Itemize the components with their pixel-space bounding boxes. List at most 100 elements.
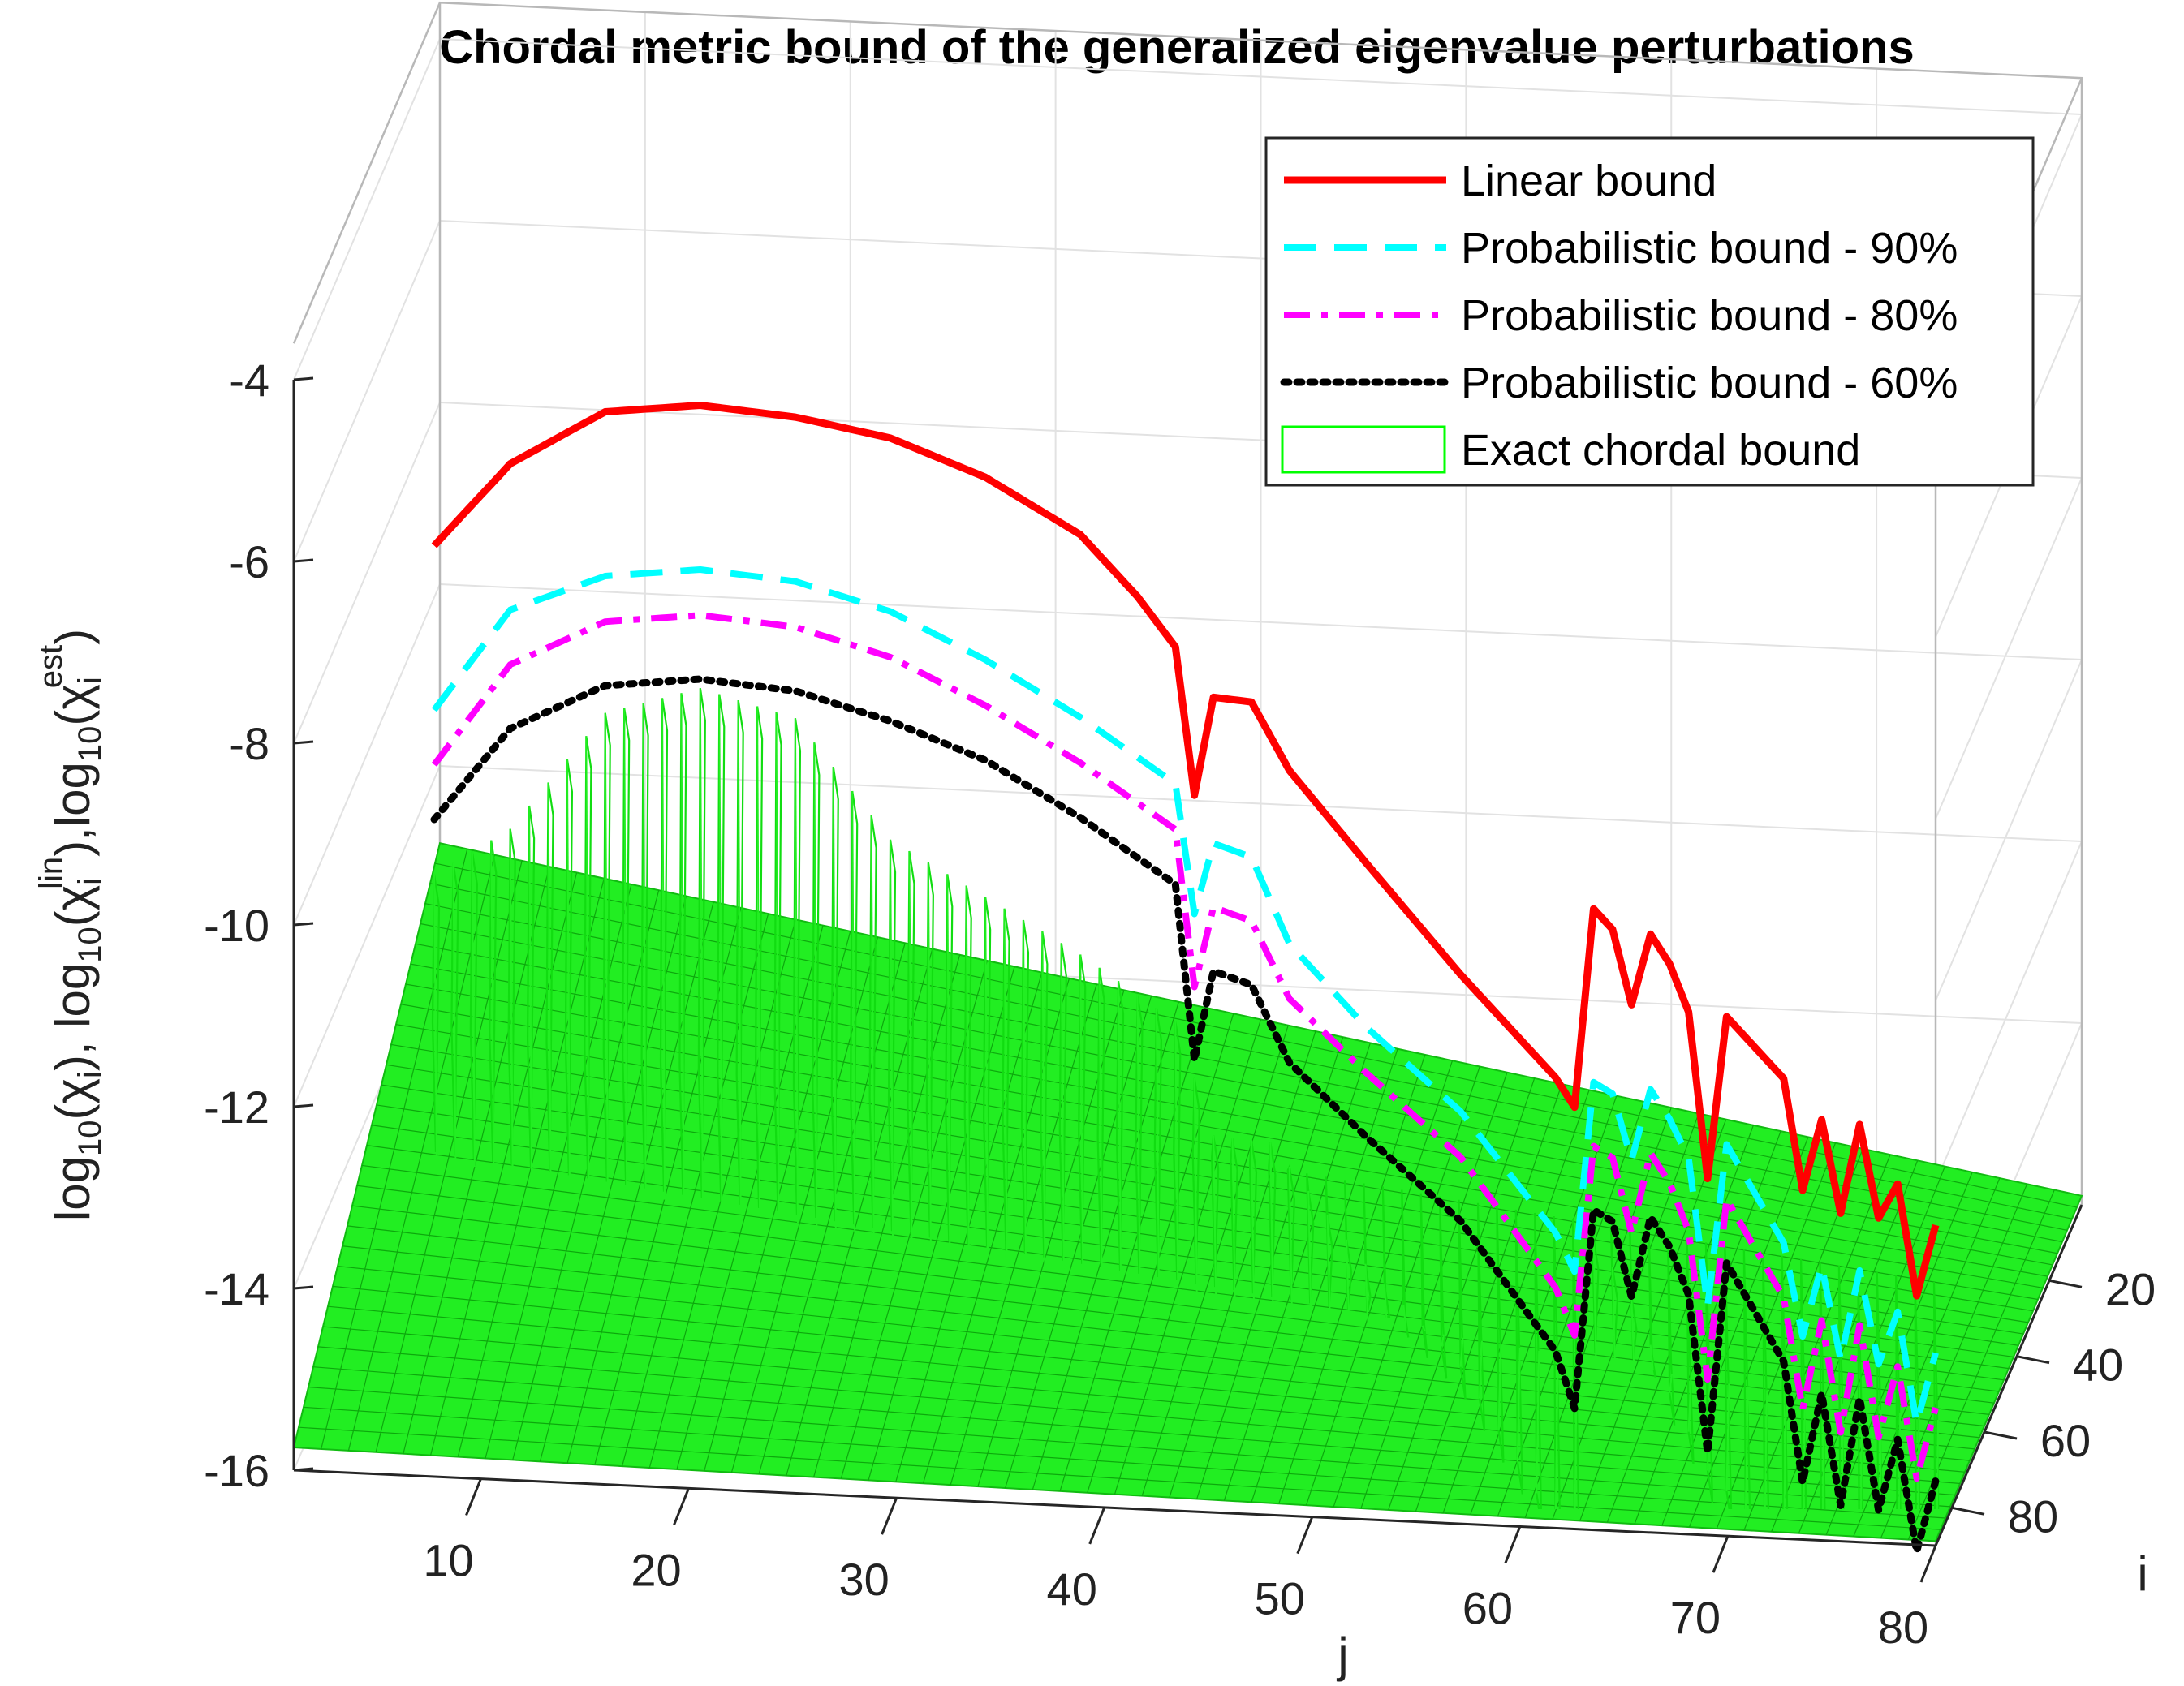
chordal-spike-stem bbox=[1364, 1263, 1369, 1322]
chordal-spike bbox=[1439, 1196, 1448, 1379]
y-axis-label: i bbox=[2137, 1546, 2147, 1601]
x-tick-mark bbox=[465, 1478, 482, 1516]
box-back-edge bbox=[438, 1, 2083, 1205]
chordal-spike-stem bbox=[585, 736, 590, 1187]
chordal-spike-stem bbox=[1783, 1393, 1787, 1509]
chordal-spike-stem bbox=[1098, 967, 1103, 1275]
grid-line bbox=[439, 38, 2083, 115]
chordal-spike-stem bbox=[1307, 1190, 1312, 1312]
chordal-spike-stem bbox=[1821, 1400, 1825, 1509]
x-tick-label: 30 bbox=[838, 1554, 889, 1605]
chordal-spike-stem bbox=[433, 874, 437, 1161]
grid-line bbox=[439, 765, 2083, 842]
surface-mesh-line bbox=[327, 1305, 1971, 1461]
z-tick-label: -16 bbox=[204, 1445, 269, 1496]
chordal-spike-stem bbox=[1421, 1325, 1426, 1332]
chordal-spike-stem bbox=[890, 839, 894, 1240]
chordal-spike bbox=[1819, 1262, 1826, 1509]
surface-mesh-line bbox=[381, 1084, 2024, 1335]
chordal-spike-stem bbox=[1288, 1166, 1293, 1309]
y-axis-line bbox=[1934, 1204, 2083, 1546]
legend-label: Exact chordal bound bbox=[1461, 426, 1860, 475]
chordal-spike-stem bbox=[1269, 1142, 1274, 1305]
y-tick-label: 40 bbox=[2073, 1340, 2123, 1391]
chordal-spike-stem bbox=[661, 698, 666, 1200]
chordal-spike-stem bbox=[1041, 931, 1046, 1266]
legend: Linear bound Probabilistic bound - 90% Pro… bbox=[1264, 136, 2035, 487]
surface-mesh-line bbox=[303, 1406, 1946, 1519]
chordal-spike bbox=[1837, 1265, 1845, 1509]
chordal-spike-stem bbox=[1516, 1347, 1521, 1462]
chordal-spike-stem bbox=[1860, 1406, 1863, 1509]
chordal-spike-stem bbox=[1841, 1403, 1844, 1509]
chordal-spike-stem bbox=[1764, 1390, 1768, 1509]
chordal-spike-stem bbox=[566, 759, 571, 1184]
z-tick-mark bbox=[293, 740, 314, 745]
chordal-spike bbox=[1724, 1245, 1733, 1509]
chordal-spike-stem bbox=[642, 703, 647, 1197]
chordal-spike-stem bbox=[927, 862, 932, 1246]
chordal-spike bbox=[1534, 1212, 1542, 1509]
chordal-spike bbox=[1857, 1268, 1864, 1509]
chordal-spike-stem bbox=[1326, 1215, 1331, 1315]
chordal-spike-stem bbox=[1611, 1267, 1616, 1365]
surface-mesh-line bbox=[312, 1366, 1956, 1496]
grid-line bbox=[1935, 477, 2083, 819]
box-edge bbox=[292, 2, 442, 344]
chordal-spike-stem bbox=[604, 712, 609, 1190]
chordal-spike-stem bbox=[1687, 1377, 1692, 1432]
chordal-spike bbox=[1742, 1249, 1751, 1509]
y-axis-ticks: 20 40 60 80 bbox=[1951, 1263, 2156, 1542]
grid-line bbox=[293, 220, 441, 562]
chordal-spike-stem bbox=[832, 767, 837, 1230]
chordal-spike bbox=[1496, 1206, 1505, 1463]
surface-mesh-line bbox=[366, 1145, 2010, 1370]
chordal-spike-stem bbox=[1744, 1387, 1749, 1509]
chordal-spike-stem bbox=[1669, 1374, 1674, 1393]
chordal-spike bbox=[1667, 1236, 1676, 1426]
grid-line bbox=[293, 765, 441, 1108]
chordal-spike-stem bbox=[509, 828, 514, 1174]
chordal-spike-stem bbox=[870, 815, 875, 1237]
chordal-spike-stem bbox=[1478, 1340, 1483, 1399]
grid-line bbox=[1935, 841, 2083, 1183]
chordal-spike-stem bbox=[1554, 1353, 1559, 1509]
chordal-spike-stem bbox=[547, 782, 552, 1181]
series-line-probabilistic-bound-60- bbox=[430, 675, 1940, 1555]
chordal-spike-stem bbox=[813, 742, 818, 1227]
chordal-spike-stem bbox=[737, 700, 742, 1213]
y-tick-label: 20 bbox=[2105, 1263, 2156, 1314]
chordal-spike bbox=[1419, 1193, 1428, 1359]
chordal-spike-stem bbox=[1155, 1008, 1160, 1285]
grid-line bbox=[293, 402, 441, 744]
chordal-spike-stem bbox=[1402, 1305, 1407, 1328]
chordal-spike-stem bbox=[1003, 908, 1008, 1259]
chordal-spike-stem bbox=[1060, 943, 1065, 1269]
y-tick-mark bbox=[1984, 1430, 2018, 1440]
legend-label: Linear bound bbox=[1461, 157, 1717, 205]
chordal-spike-stem bbox=[1725, 1383, 1730, 1491]
series-line-probabilistic-bound-90- bbox=[431, 566, 1939, 1427]
chordal-spike-stem bbox=[1079, 954, 1084, 1272]
y-tick-mark bbox=[2016, 1355, 2050, 1365]
legend-label: Probabilistic bound - 60% bbox=[1461, 359, 1958, 407]
chordal-spike bbox=[1762, 1252, 1770, 1509]
z-tick-label: -6 bbox=[229, 536, 269, 587]
z-tick-label: -12 bbox=[204, 1082, 269, 1133]
chordal-spike-stem bbox=[1592, 1237, 1597, 1361]
z-tick-label: -4 bbox=[229, 355, 269, 406]
z-tick-mark bbox=[293, 1103, 314, 1108]
surface-mesh-line bbox=[361, 1164, 2005, 1381]
chordal-spike bbox=[1553, 1215, 1561, 1509]
x-tick-mark bbox=[1296, 1516, 1314, 1555]
chordal-spike-stem bbox=[1536, 1350, 1540, 1494]
z-axis-ticks: -4 -6 -8 -10 -12 -14 -16 bbox=[204, 355, 314, 1496]
x-axis-label: j bbox=[1336, 1628, 1348, 1682]
legend-label: Probabilistic bound - 80% bbox=[1461, 291, 1958, 340]
y-tick-mark bbox=[1951, 1506, 1985, 1516]
chordal-spike-stem bbox=[471, 851, 476, 1168]
chordal-spike-stem bbox=[1497, 1344, 1502, 1430]
chordal-spike-stem bbox=[623, 708, 628, 1194]
chordal-spike bbox=[1876, 1271, 1883, 1509]
